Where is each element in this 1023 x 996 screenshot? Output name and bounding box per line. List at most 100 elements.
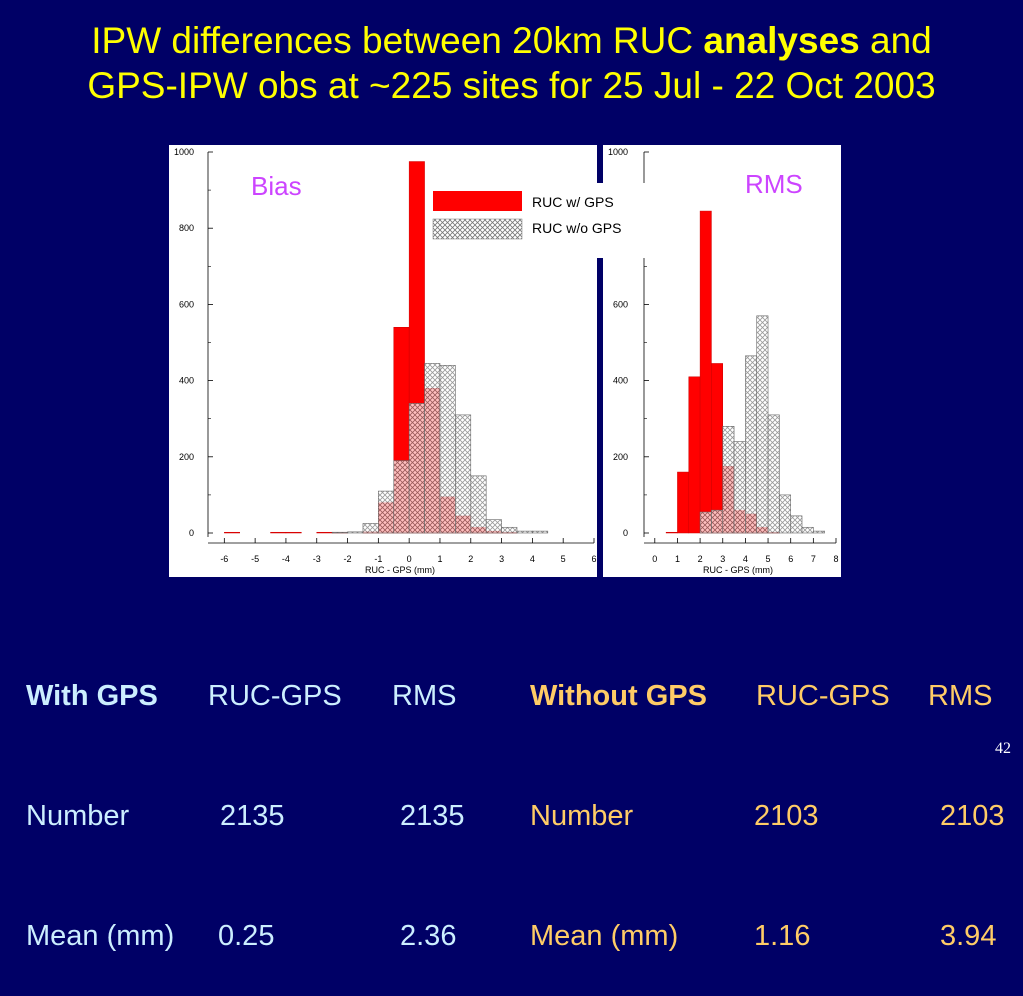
bias-x-tick-label: 2 (468, 554, 473, 564)
bias-x-tick-label: 6 (591, 554, 596, 564)
rms-x-tick-label: 4 (743, 554, 748, 564)
rms-y-tick-label: 200 (613, 452, 628, 462)
rms-bar-without-gps (745, 355, 758, 534)
bias-bar-with-gps (224, 531, 240, 534)
bias-y-tick-label: 1000 (174, 147, 194, 157)
rms-x-tick-label: 7 (811, 554, 816, 564)
bias-bar-with-gps (316, 531, 333, 534)
stats-without-row1-label: Number (530, 800, 634, 832)
rms-bar-without-gps (733, 441, 746, 534)
bias-x-tick-label: -6 (220, 554, 228, 564)
stats-with-head: With GPS (26, 680, 158, 712)
rms-y-tick-label: 400 (613, 376, 628, 386)
rms-y-tick-label: 600 (613, 299, 628, 309)
stats-with-row2-label: Mean (mm) (26, 920, 175, 952)
rms-bar-with-gps (688, 376, 701, 534)
rms-bar-without-gps (699, 511, 712, 534)
bias-bar-without-gps (485, 519, 502, 534)
rms-y-tick-label: 0 (623, 528, 628, 538)
rms-bar-without-gps (756, 315, 769, 534)
bias-bar-with-gps (270, 531, 287, 534)
stats-without-row2-label: Mean (mm) (530, 920, 679, 952)
stats-with-col1: RUC-GPS (208, 680, 342, 712)
rms-x-tick-label: 5 (766, 554, 771, 564)
stats-without-row2-v2: 3.94 (940, 920, 997, 952)
panel-divider (597, 145, 603, 577)
stats-without-row1-v1: 2103 (754, 800, 819, 832)
rms-x-tick-label: 1 (675, 554, 680, 564)
bias-bar-without-gps (470, 475, 487, 534)
stats-without-row2-v1: 1.16 (754, 920, 811, 952)
rms-bar-without-gps (801, 526, 814, 534)
rms-bar-without-gps (813, 530, 825, 534)
bias-bar-without-gps (378, 490, 395, 534)
bias-x-tick-label: 3 (499, 554, 504, 564)
legend-swatch-with-gps (433, 191, 522, 211)
bias-bar-without-gps (424, 363, 441, 534)
bias-bar-with-gps (285, 531, 302, 534)
bias-x-tick-label: -2 (344, 554, 352, 564)
rms-x-tick-label: 6 (788, 554, 793, 564)
rms-bar-without-gps (790, 515, 803, 534)
bias-x-tick-label: -3 (313, 554, 321, 564)
title-line1-bold: analyses (703, 20, 860, 61)
page-number: 42 (995, 740, 1011, 757)
rms-bar-without-gps (722, 426, 735, 534)
bias-bar-without-gps (347, 531, 364, 534)
bias-x-tick-label: 1 (437, 554, 442, 564)
histogram-figure: 0 200 400 600 800 1000 -6 -5 -4 -3 -2 -1 0 1 2 3 4 5 6 RUC … (169, 145, 841, 577)
bias-panel: 0 200 400 600 800 1000 -6 -5 -4 -3 -2 -1 0 1 2 3 4 5 6 RUC … (174, 147, 597, 575)
rms-panel: 0 200 400 600 1000 0 1 2 3 4 5 6 7 8 RUC - GPS (mm) RMS (608, 147, 839, 575)
rms-bar-without-gps (767, 414, 780, 534)
stats-without-col2: RMS (928, 680, 993, 712)
bias-bar-without-gps (455, 414, 472, 534)
title-line2: GPS-IPW obs at ~225 sites for 25 Jul - 2… (87, 65, 936, 106)
bias-bar-without-gps (516, 530, 533, 534)
title-line1-pre: IPW differences between 20km RUC (91, 20, 704, 61)
bias-y-tick-label: 200 (179, 452, 194, 462)
bias-x-tick-label: -1 (374, 554, 382, 564)
bias-bar-without-gps (408, 403, 425, 534)
rms-y-tick-label: 1000 (608, 147, 628, 157)
bias-x-tick-label: 4 (530, 554, 535, 564)
rms-x-tick-label: 8 (833, 554, 838, 564)
rms-panel-label: RMS (745, 169, 803, 199)
legend-label-without-gps: RUC w/o GPS (532, 220, 621, 236)
bias-bar-without-gps (501, 526, 518, 534)
bias-x-tick-label: 0 (407, 554, 412, 564)
bias-y-tick-label: 400 (179, 376, 194, 386)
stats-without-head: Without GPS (530, 680, 707, 712)
rms-x-tick-label: 2 (698, 554, 703, 564)
bias-bar-without-gps (393, 460, 410, 534)
stats-with-gps: With GPS RUC-GPS RMS Number 2135 2135 Mean (… (26, 596, 465, 996)
rms-bar-with-gps (665, 531, 678, 534)
rms-bar-without-gps (711, 509, 724, 534)
stats-with-row2-v2: 2.36 (400, 920, 457, 952)
bias-x-tick-label: -5 (251, 554, 259, 564)
bias-x-axis-label: RUC - GPS (mm) (365, 565, 435, 575)
stats-with-row1-v1: 2135 (220, 800, 285, 832)
bias-x-tick-label: -4 (282, 554, 290, 564)
title-line1-post: and (859, 20, 932, 61)
bias-y-tick-label: 600 (179, 299, 194, 309)
bias-x-tick-label: 5 (561, 554, 566, 564)
bias-bar-without-gps (532, 530, 549, 534)
rms-bar-with-gps (699, 210, 712, 534)
bias-bar-without-gps (362, 523, 379, 534)
stats-with-row2-v1: 0.25 (218, 920, 275, 952)
bias-y-tick-label: 800 (179, 223, 194, 233)
stats-without-row1-v2: 2103 (940, 800, 1005, 832)
rms-bar-with-gps (711, 363, 723, 534)
bias-bar-without-gps (439, 365, 456, 534)
stats-with-row1-v2: 2135 (400, 800, 465, 832)
bias-panel-label: Bias (251, 171, 302, 201)
rms-bar-without-gps (779, 494, 791, 534)
stats-without-col1: RUC-GPS (756, 680, 890, 712)
rms-bar-with-gps (677, 471, 690, 534)
legend: RUC w/ GPS RUC w/o GPS (426, 183, 658, 258)
rms-x-tick-label: 0 (652, 554, 657, 564)
rms-x-axis-label: RUC - GPS (mm) (703, 565, 773, 575)
legend-swatch-without-gps (432, 218, 523, 240)
legend-label-with-gps: RUC w/ GPS (532, 194, 614, 210)
stats-with-col2: RMS (392, 680, 457, 712)
